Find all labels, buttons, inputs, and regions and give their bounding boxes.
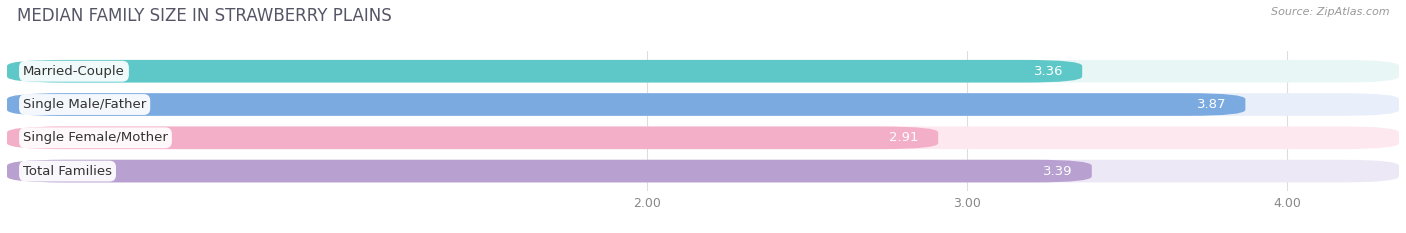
Text: 2.91: 2.91 — [890, 131, 920, 144]
Text: Married-Couple: Married-Couple — [22, 65, 125, 78]
FancyBboxPatch shape — [7, 127, 938, 149]
Text: Source: ZipAtlas.com: Source: ZipAtlas.com — [1271, 7, 1389, 17]
Text: MEDIAN FAMILY SIZE IN STRAWBERRY PLAINS: MEDIAN FAMILY SIZE IN STRAWBERRY PLAINS — [17, 7, 392, 25]
FancyBboxPatch shape — [7, 93, 1246, 116]
FancyBboxPatch shape — [7, 93, 1399, 116]
Text: Single Male/Father: Single Male/Father — [22, 98, 146, 111]
FancyBboxPatch shape — [7, 127, 1399, 149]
Text: Total Families: Total Families — [22, 164, 112, 178]
Text: Single Female/Mother: Single Female/Mother — [22, 131, 167, 144]
FancyBboxPatch shape — [7, 60, 1083, 82]
FancyBboxPatch shape — [7, 160, 1092, 182]
FancyBboxPatch shape — [7, 160, 1399, 182]
Text: 3.36: 3.36 — [1033, 65, 1063, 78]
Text: 3.39: 3.39 — [1043, 164, 1073, 178]
FancyBboxPatch shape — [7, 60, 1399, 82]
Text: 3.87: 3.87 — [1197, 98, 1226, 111]
